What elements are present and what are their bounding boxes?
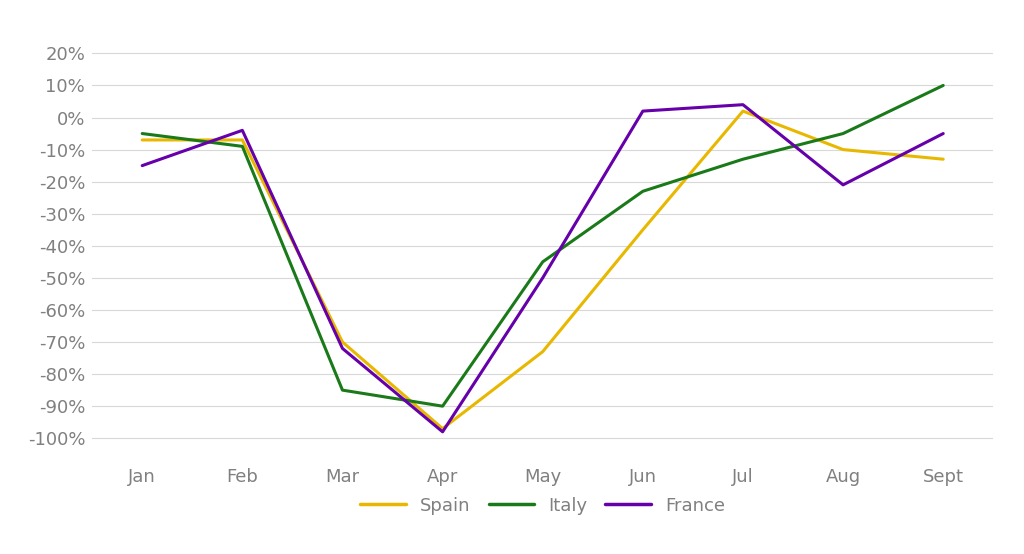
France bbox=[837, 182, 849, 188]
France bbox=[637, 108, 649, 115]
Italy bbox=[237, 143, 249, 150]
Italy bbox=[837, 130, 849, 137]
Spain bbox=[237, 137, 249, 143]
Line: France: France bbox=[142, 105, 943, 432]
Spain bbox=[737, 108, 750, 115]
Italy bbox=[436, 403, 449, 409]
Line: Spain: Spain bbox=[142, 111, 943, 429]
France bbox=[436, 428, 449, 435]
Spain bbox=[637, 227, 649, 233]
France bbox=[937, 130, 949, 137]
Spain bbox=[136, 137, 148, 143]
Spain bbox=[837, 146, 849, 153]
Spain bbox=[937, 156, 949, 162]
Line: Italy: Italy bbox=[142, 85, 943, 406]
France bbox=[737, 101, 750, 108]
Spain bbox=[436, 425, 449, 432]
Italy bbox=[537, 259, 549, 265]
Legend: Spain, Italy, France: Spain, Italy, France bbox=[353, 489, 732, 522]
Italy bbox=[937, 82, 949, 89]
Italy bbox=[737, 156, 750, 162]
Spain bbox=[537, 348, 549, 355]
France bbox=[136, 162, 148, 169]
France bbox=[237, 127, 249, 134]
Italy bbox=[136, 130, 148, 137]
Italy bbox=[336, 387, 348, 393]
Spain bbox=[336, 338, 348, 345]
France bbox=[336, 345, 348, 352]
Italy bbox=[637, 188, 649, 194]
France bbox=[537, 275, 549, 281]
